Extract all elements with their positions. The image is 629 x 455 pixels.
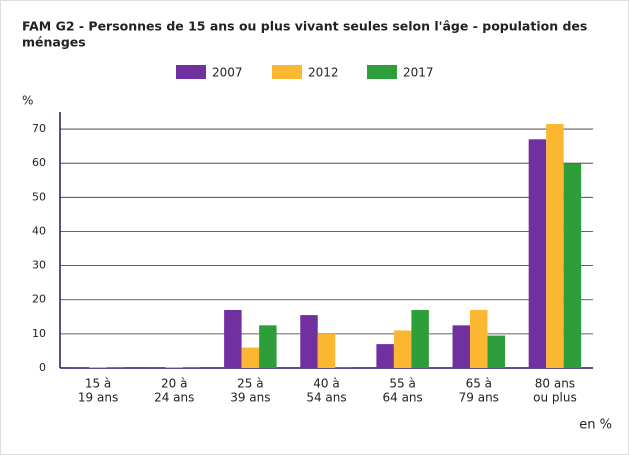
y-tick-label: 30 (32, 259, 46, 272)
bar (224, 309, 242, 368)
x-tick-label: 55 à (389, 377, 415, 391)
y-tick-label: 0 (39, 361, 46, 374)
y-tick-label: 40 (32, 224, 46, 237)
x-tick-label: 54 ans (306, 391, 346, 405)
legend-swatch (367, 65, 397, 79)
x-tick-label: 19 ans (78, 391, 118, 405)
y-tick-label: 10 (32, 327, 46, 340)
x-tick-label: 24 ans (154, 391, 194, 405)
x-tick-label: 15 à (85, 377, 111, 391)
legend-swatch (176, 65, 206, 79)
bar (259, 325, 277, 368)
y-tick-label: 50 (32, 190, 46, 203)
bar (182, 367, 201, 368)
bar (317, 333, 336, 368)
bar (487, 335, 506, 368)
bar (546, 123, 564, 369)
bar (528, 139, 547, 368)
bar (241, 347, 260, 368)
x-axis-label: en % (579, 418, 612, 433)
bar (335, 366, 353, 368)
y-tick-label: 60 (32, 156, 46, 169)
bar (71, 367, 90, 368)
bar (563, 163, 582, 368)
x-tick-label: 20 à (161, 377, 187, 391)
bar (411, 309, 429, 368)
x-tick-label: 65 à (466, 377, 492, 391)
x-tick-label: 64 ans (382, 391, 422, 405)
x-tick-label: 40 à (313, 377, 339, 391)
x-tick-label: 80 ans (535, 377, 575, 391)
bar (165, 366, 183, 368)
y-tick-label: 70 (32, 122, 46, 135)
legend-label: 2012 (308, 66, 339, 80)
bar (393, 330, 412, 368)
y-tick-label: 20 (32, 293, 46, 306)
bar (452, 325, 471, 368)
bar (376, 344, 394, 368)
chart-title: ménages (22, 35, 86, 50)
chart-title: FAM G2 - Personnes de 15 ans ou plus viv… (22, 19, 587, 34)
x-tick-label: 25 à (237, 377, 263, 391)
bar (470, 309, 488, 368)
bar (89, 366, 107, 368)
legend-label: 2007 (212, 66, 243, 80)
legend-swatch (272, 65, 302, 79)
bar (147, 367, 166, 368)
y-axis-label: % (22, 94, 33, 108)
x-tick-label: ou plus (533, 391, 577, 405)
bar (300, 315, 318, 368)
legend-label: 2017 (403, 66, 434, 80)
bar (106, 367, 125, 368)
x-tick-label: 79 ans (459, 391, 499, 405)
x-tick-label: 39 ans (230, 391, 270, 405)
